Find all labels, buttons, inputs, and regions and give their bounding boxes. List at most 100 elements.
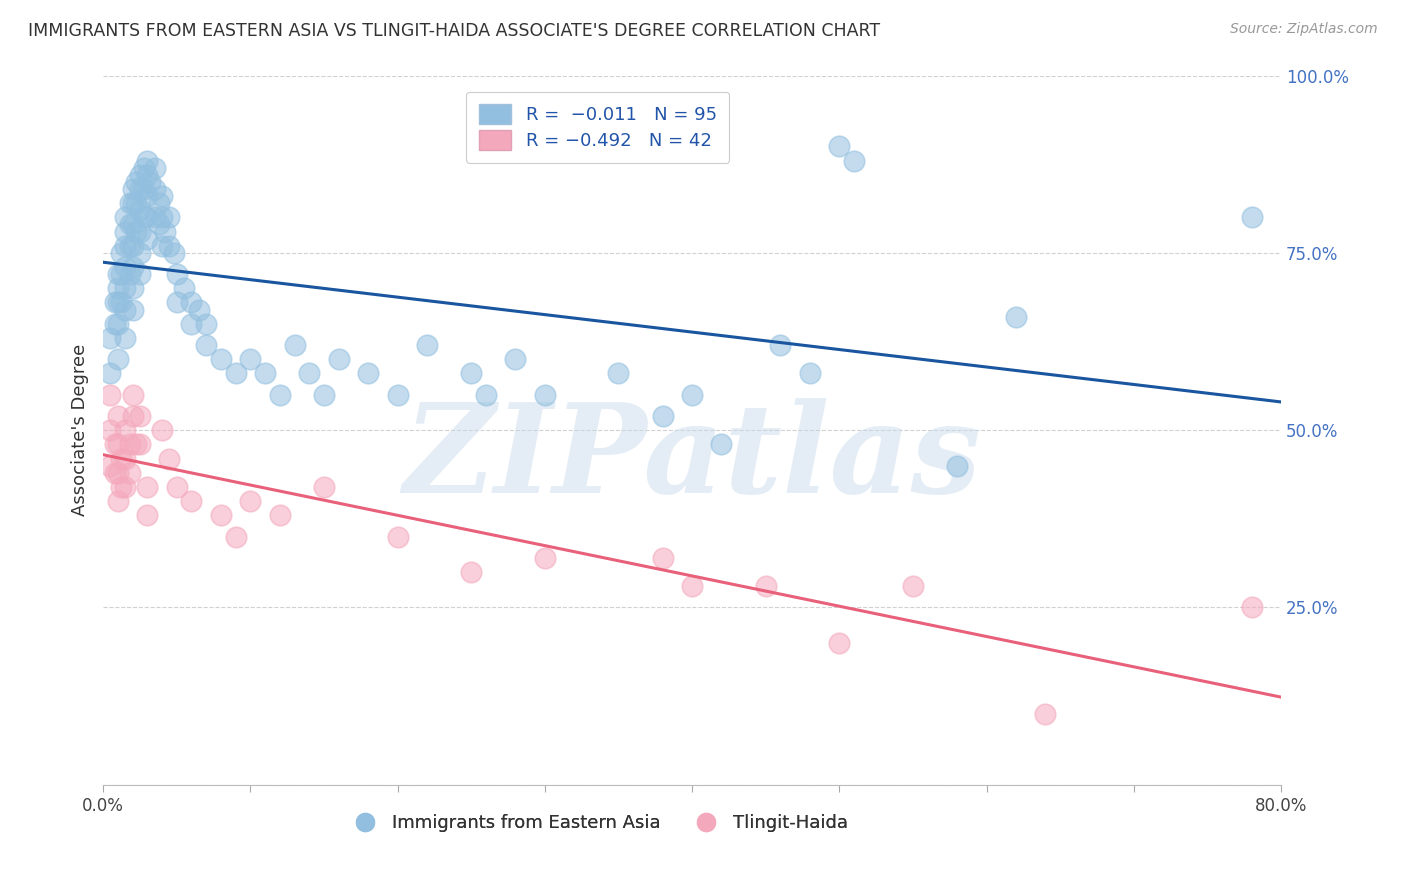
Text: Source: ZipAtlas.com: Source: ZipAtlas.com [1230, 22, 1378, 37]
Point [134, 182, 156, 196]
Point [110, 267, 132, 281]
Point [143, 182, 166, 196]
Point [104, 466, 127, 480]
Point [100, 367, 122, 381]
Point [121, 260, 143, 274]
Point [118, 466, 141, 480]
Point [799, 367, 821, 381]
Point [209, 508, 232, 523]
Point [104, 437, 127, 451]
Point [124, 437, 146, 451]
Point [114, 281, 136, 295]
Point [157, 451, 180, 466]
Point [118, 196, 141, 211]
Point [107, 409, 129, 423]
Point [157, 238, 180, 252]
Point [681, 579, 703, 593]
Point [187, 302, 209, 317]
Point [180, 494, 202, 508]
Point [129, 225, 152, 239]
Point [475, 387, 498, 401]
Point [114, 331, 136, 345]
Point [110, 480, 132, 494]
Point [114, 451, 136, 466]
Point [651, 550, 673, 565]
Point [239, 352, 262, 367]
Point [180, 317, 202, 331]
Point [387, 529, 409, 543]
Point [121, 409, 143, 423]
Point [129, 267, 152, 281]
Point [416, 338, 439, 352]
Point [100, 387, 122, 401]
Point [607, 367, 630, 381]
Point [1240, 600, 1263, 615]
Point [828, 139, 851, 153]
Point [148, 218, 170, 232]
Point [254, 367, 277, 381]
Point [901, 579, 924, 593]
Point [124, 225, 146, 239]
Point [163, 245, 186, 260]
Point [150, 211, 173, 225]
Point [114, 423, 136, 437]
Point [100, 458, 122, 473]
Point [173, 281, 195, 295]
Point [129, 203, 152, 218]
Point [209, 352, 232, 367]
Point [129, 168, 152, 182]
Point [114, 225, 136, 239]
Point [118, 218, 141, 232]
Point [357, 367, 380, 381]
Point [136, 189, 159, 203]
Point [104, 317, 127, 331]
Point [121, 218, 143, 232]
Point [100, 423, 122, 437]
Point [283, 338, 305, 352]
Point [1035, 706, 1057, 721]
Point [139, 175, 162, 189]
Point [1005, 310, 1028, 324]
Point [150, 423, 173, 437]
Point [114, 260, 136, 274]
Point [110, 245, 132, 260]
Point [239, 494, 262, 508]
Point [114, 302, 136, 317]
Point [114, 211, 136, 225]
Point [148, 196, 170, 211]
Point [505, 352, 527, 367]
Point [166, 267, 188, 281]
Point [157, 211, 180, 225]
Point [460, 565, 482, 579]
Point [114, 480, 136, 494]
Point [107, 352, 129, 367]
Point [121, 196, 143, 211]
Point [143, 211, 166, 225]
Point [769, 338, 792, 352]
Point [150, 238, 173, 252]
Point [143, 161, 166, 175]
Point [124, 196, 146, 211]
Point [121, 182, 143, 196]
Point [195, 317, 218, 331]
Text: IMMIGRANTS FROM EASTERN ASIA VS TLINGIT-HAIDA ASSOCIATE'S DEGREE CORRELATION CHA: IMMIGRANTS FROM EASTERN ASIA VS TLINGIT-… [28, 22, 880, 40]
Point [136, 153, 159, 168]
Point [842, 153, 865, 168]
Point [225, 367, 247, 381]
Point [118, 238, 141, 252]
Point [129, 409, 152, 423]
Text: ZIPatlas: ZIPatlas [404, 398, 981, 519]
Point [312, 480, 335, 494]
Point [136, 508, 159, 523]
Point [1240, 211, 1263, 225]
Point [166, 480, 188, 494]
Point [153, 225, 176, 239]
Point [124, 175, 146, 189]
Point [107, 466, 129, 480]
Point [298, 367, 321, 381]
Point [107, 437, 129, 451]
Point [100, 331, 122, 345]
Point [121, 281, 143, 295]
Point [110, 295, 132, 310]
Point [129, 245, 152, 260]
